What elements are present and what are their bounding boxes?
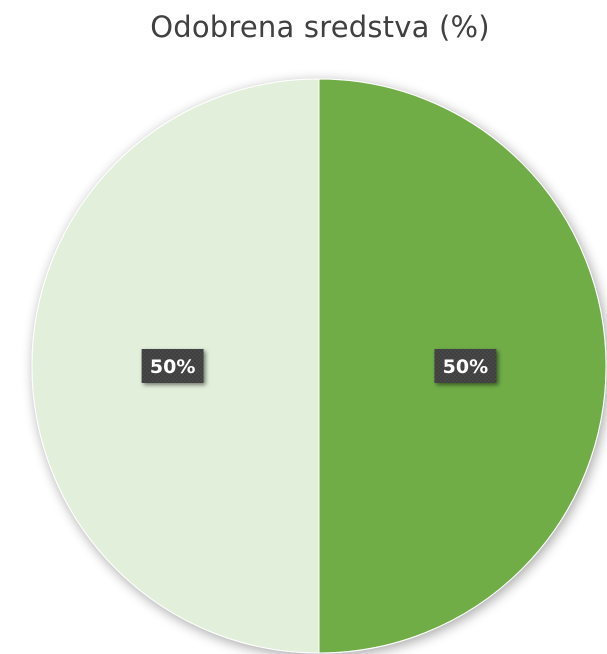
data-label-text: 50%: [150, 356, 195, 378]
data-label: 50%: [434, 349, 497, 383]
pie-slices: [31, 78, 607, 654]
data-label-box: [141, 349, 204, 383]
data-label-box: [434, 349, 497, 383]
data-label: 50%: [141, 349, 204, 383]
data-label-text: 50%: [443, 356, 488, 378]
chart-title: Odobrena sredstva (%): [150, 10, 490, 44]
pie-data-labels: 50% 50%: [141, 349, 497, 383]
